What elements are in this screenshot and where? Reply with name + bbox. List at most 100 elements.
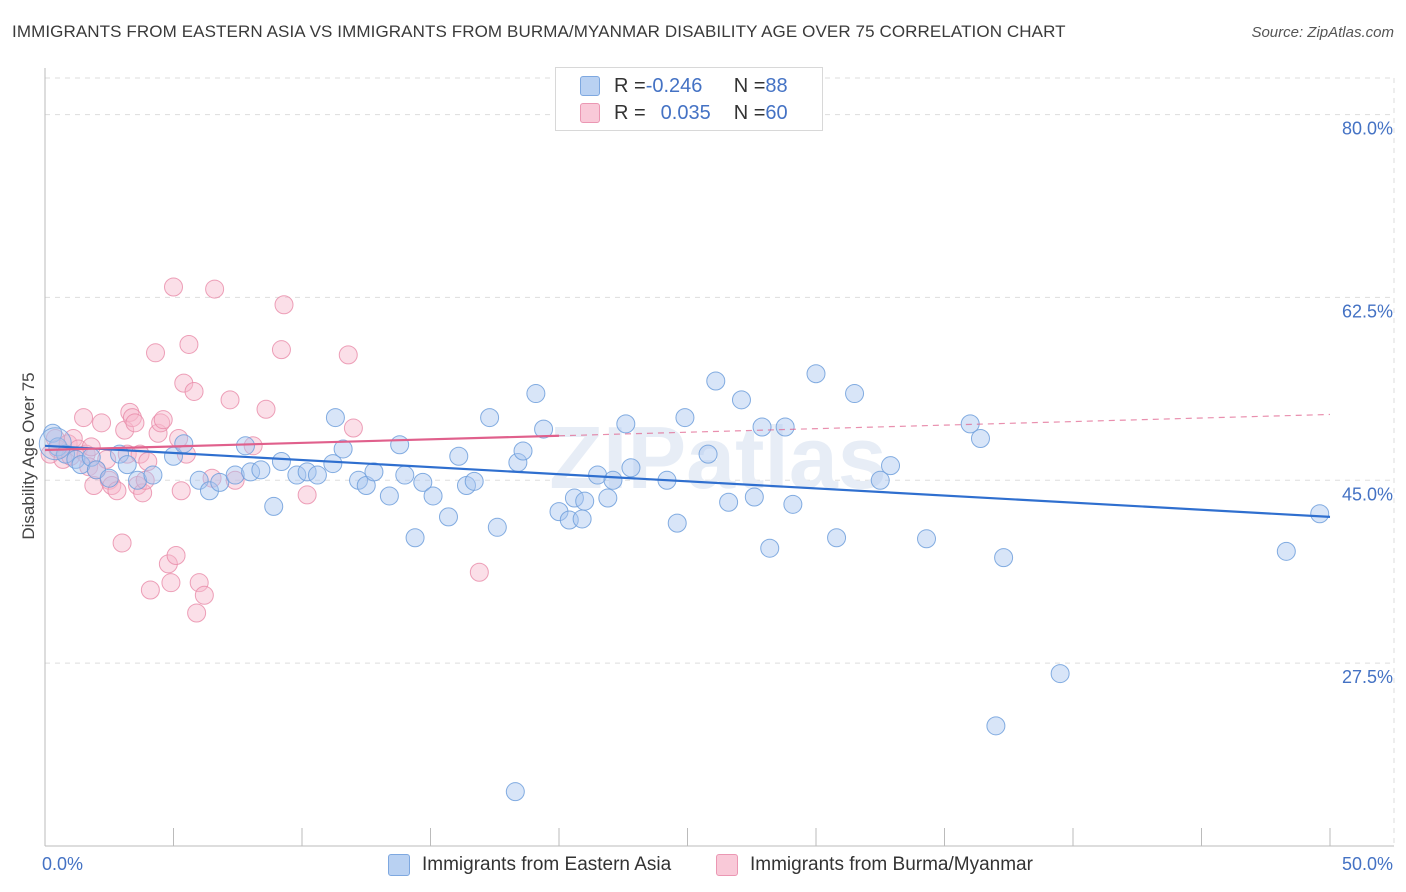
eastern-asia-point	[325, 408, 345, 428]
eastern-asia-point	[117, 455, 137, 475]
eastern-asia-point	[66, 449, 86, 469]
burma-point	[151, 413, 171, 433]
y-axis-label: Disability Age Over 75	[19, 372, 38, 539]
burma-point	[122, 408, 142, 428]
eastern-asia-point	[1276, 541, 1296, 561]
burma-point	[158, 554, 178, 574]
eastern-asia-point	[71, 455, 91, 475]
burma-point	[112, 533, 132, 553]
burma-point	[125, 413, 145, 433]
burma-point	[271, 340, 291, 360]
eastern-asia-point	[323, 454, 343, 474]
legend-r-value: -0.246	[645, 74, 703, 97]
eastern-asia-point	[225, 465, 245, 485]
y-tick-label: 80.0%	[1342, 119, 1393, 139]
legend-n-label: N =	[733, 101, 766, 124]
burma-point	[179, 334, 199, 354]
bottom-legend-swatch-blue	[388, 854, 410, 876]
axes	[44, 68, 1394, 847]
eastern-asia-point	[827, 528, 847, 548]
eastern-asia-point	[480, 408, 500, 428]
burma-point	[187, 603, 207, 623]
eastern-asia-point	[251, 460, 271, 480]
eastern-asia-point	[775, 417, 795, 437]
burma-point	[205, 279, 225, 299]
eastern-asia-point	[413, 472, 433, 492]
eastern-asia-point	[513, 441, 533, 461]
eastern-asia-point	[667, 513, 687, 533]
eastern-asia-point	[603, 470, 623, 490]
y-tick-label: 45.0%	[1342, 484, 1393, 504]
y-tick-label: 62.5%	[1342, 301, 1393, 321]
eastern-asia-point	[464, 471, 484, 491]
burma-point	[120, 402, 140, 422]
burma-point	[343, 418, 363, 438]
eastern-asia-point	[99, 468, 119, 488]
burma-point	[102, 476, 122, 496]
eastern-asia-trend-line	[44, 444, 1331, 518]
burma-point	[194, 585, 214, 605]
bottom-legend-label: Immigrants from Burma/Myanmar	[750, 854, 1033, 875]
eastern-asia-point	[333, 439, 353, 459]
x-tick-label: 0.0%	[42, 854, 83, 874]
burma-point	[189, 573, 209, 593]
tick-labels: 27.5% 45.0% 62.5% 80.0% 0.0% 50.0%	[42, 119, 1393, 874]
eastern-asia-point	[760, 538, 780, 558]
burma-point	[174, 373, 194, 393]
legend-swatch-pink	[580, 103, 600, 123]
eastern-asia-point	[752, 417, 772, 437]
burma-point	[469, 562, 489, 582]
burma-point	[220, 390, 240, 410]
eastern-asia-point	[526, 384, 546, 404]
eastern-asia-point	[423, 486, 443, 506]
eastern-asia-point	[986, 716, 1006, 736]
burma-point	[338, 345, 358, 365]
eastern-asia-point	[806, 364, 826, 384]
eastern-asia-point	[438, 507, 458, 527]
eastern-asia-point	[783, 494, 803, 514]
burma-trend-line	[44, 434, 560, 452]
eastern-asia-point	[235, 436, 255, 456]
eastern-asia-point	[675, 408, 695, 428]
eastern-asia-point	[174, 434, 194, 454]
eastern-asia-point	[264, 496, 284, 516]
eastern-asia-point	[870, 470, 890, 490]
eastern-asia-point	[189, 470, 209, 490]
eastern-asia-point	[487, 517, 507, 537]
stats-legend: R = -0.246 N = 88 R = 0.035 N = 60	[555, 67, 823, 131]
eastern-asia-point	[564, 488, 584, 508]
bottom-legend-burma: Immigrants from Burma/Myanmar	[716, 852, 1033, 878]
eastern-asia-point	[1050, 664, 1070, 684]
burma-point	[133, 483, 153, 503]
burma-point	[153, 410, 173, 430]
burma-point	[161, 573, 181, 593]
legend-r-value: 0.035	[660, 101, 711, 124]
eastern-asia-point	[210, 472, 230, 492]
trend-lines	[44, 413, 1331, 518]
burma-point	[166, 546, 186, 566]
eastern-asia-point	[731, 390, 751, 410]
chart-title: IMMIGRANTS FROM EASTERN ASIA VS IMMIGRAN…	[12, 22, 1066, 41]
burma-point	[130, 444, 150, 464]
eastern-asia-point	[572, 509, 592, 529]
burma-point	[140, 580, 160, 600]
eastern-asia-point	[405, 528, 425, 548]
gridlines	[45, 77, 1395, 846]
eastern-asia-point	[390, 435, 410, 455]
eastern-asia-point	[719, 492, 739, 512]
legend-n-label: N =	[733, 74, 766, 97]
legend-n-value: 88	[765, 74, 788, 97]
burma-trend-line-extension	[558, 413, 1331, 437]
eastern-asia-point	[598, 488, 618, 508]
burma-point	[169, 428, 189, 448]
eastern-asia-point	[297, 462, 317, 482]
watermark: ZIPatlas	[549, 408, 886, 507]
x-tick-label: 50.0%	[1342, 854, 1393, 874]
legend-r-label: R =	[614, 101, 646, 124]
burma-point	[274, 295, 294, 315]
eastern-asia-point	[744, 487, 764, 507]
eastern-asia-point	[845, 384, 865, 404]
eastern-asia-point	[706, 371, 726, 391]
eastern-asia-point	[38, 427, 72, 461]
